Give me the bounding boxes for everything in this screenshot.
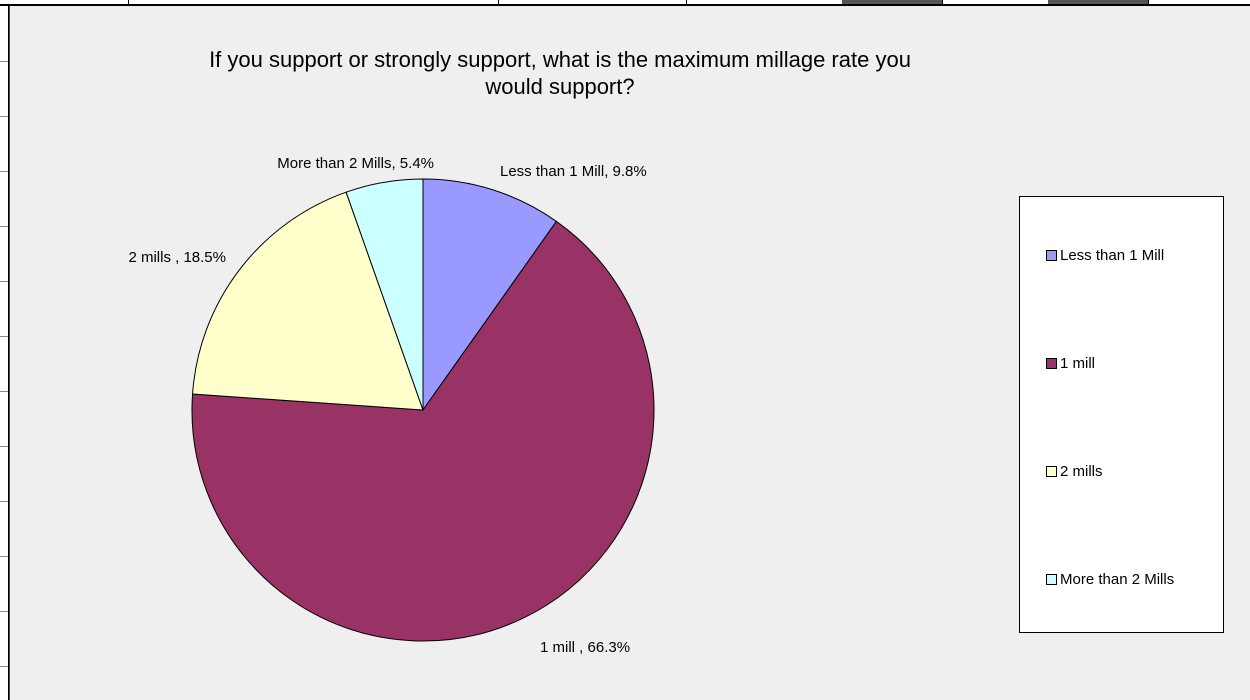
pie-slice-less-than-1-mill[interactable] [422, 178, 558, 412]
pie-slice-1-mill[interactable] [191, 220, 655, 642]
row-divider [0, 226, 8, 227]
row-divider [0, 666, 8, 667]
row-divider [0, 446, 8, 447]
row-divider [0, 501, 8, 502]
row-divider [0, 61, 8, 62]
data-label-2-mills: 2 mills , 18.5% [128, 249, 226, 266]
legend-item-more-than-2-mills: More than 2 Mills [1046, 571, 1174, 588]
column-divider [686, 0, 687, 4]
chart-title-line-1: If you support or strongly support, what… [209, 47, 911, 72]
legend-label: 1 mill [1060, 355, 1096, 372]
legend-swatch [1046, 250, 1057, 261]
chart-area[interactable]: If you support or strongly support, what… [9, 6, 1250, 700]
legend-item-less-than-1-mill: Less than 1 Mill [1046, 247, 1164, 264]
chart-legend[interactable]: Less than 1 Mill 1 mill 2 mills More tha… [1019, 196, 1224, 633]
spreadsheet-column-strip [0, 0, 1250, 6]
legend-label: More than 2 Mills [1060, 571, 1175, 588]
data-label-less-than-1-mill: Less than 1 Mill, 9.8% [500, 163, 647, 180]
row-divider [0, 391, 8, 392]
column-divider [128, 0, 129, 4]
pie-chart[interactable]: Less than 1 Mill, 9.8% 1 mill , 66.3% 2 mi… [10, 6, 1250, 700]
row-divider [0, 336, 8, 337]
legend-swatch [1046, 466, 1057, 477]
legend-swatch [1046, 358, 1057, 369]
data-label-1-mill: 1 mill , 66.3% [540, 639, 630, 656]
row-divider [0, 611, 8, 612]
pie-slice-more-than-2-mills[interactable] [345, 178, 424, 411]
spreadsheet-row-gutter [0, 6, 9, 700]
row-divider [0, 556, 8, 557]
legend-item-2-mills: 2 mills [1046, 463, 1103, 480]
column-divider [498, 0, 499, 4]
row-divider [0, 116, 8, 117]
chart-title-line-2: would support? [485, 74, 635, 99]
column-divider [842, 0, 942, 4]
legend-item-1-mill: 1 mill [1046, 355, 1095, 372]
chart-title: If you support or strongly support, what… [0, 46, 1220, 100]
column-divider [1148, 0, 1149, 4]
column-divider [942, 0, 943, 4]
data-label-more-than-2-mills: More than 2 Mills, 5.4% [277, 155, 434, 172]
row-divider [0, 171, 8, 172]
legend-label: 2 mills [1060, 463, 1103, 480]
legend-label: Less than 1 Mill [1060, 247, 1165, 264]
column-divider [1048, 0, 1148, 4]
legend-swatch [1046, 574, 1057, 585]
pie-slice-2-mills[interactable] [192, 191, 424, 411]
row-divider [0, 281, 8, 282]
